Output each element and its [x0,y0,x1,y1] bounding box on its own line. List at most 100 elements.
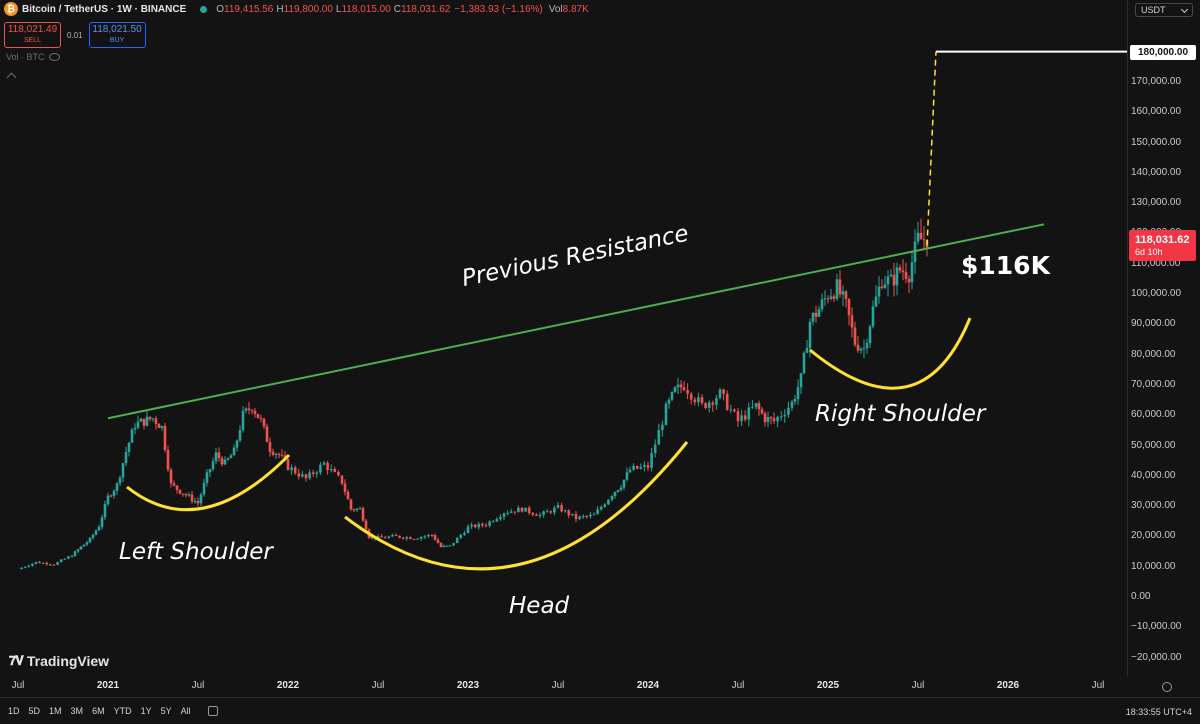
candle-body [823,298,827,300]
price-tick-label: 110,000.00 [1131,257,1181,269]
candle-body [383,537,387,539]
candle-body [610,496,614,500]
price-chart[interactable] [0,0,1127,676]
sell-button[interactable]: 118,021.49 SELL [4,22,61,48]
candle-body [139,418,143,422]
candle-body [829,296,833,299]
candle-body [599,506,603,510]
candle-body [416,538,419,540]
candle-body [121,463,125,478]
candle-body [169,469,173,484]
candle-body [103,504,107,518]
candle-body [76,549,80,552]
right-shoulder-arc [809,317,972,390]
price-tick-label: 60,000.00 [1131,409,1176,421]
candle-body [70,556,74,558]
candle-body [226,458,230,460]
candle-body [45,562,49,565]
symbol-title[interactable]: Bitcoin / TetherUS · 1W · BINANCE [22,3,187,15]
candle-body [524,507,527,512]
candle-body [361,508,365,521]
candle-body [358,508,362,510]
gear-icon[interactable] [1162,682,1172,692]
candle-body [151,418,155,420]
candle-body [751,407,754,409]
candle-body [56,562,59,565]
candle-body [585,516,589,518]
candle-body [567,510,571,516]
candle-body [743,415,747,420]
candle-body [578,516,581,520]
candle-body [322,462,326,465]
candle-body [802,352,806,374]
candle-body [38,561,41,564]
candle-body [616,490,620,492]
candle-body [346,491,350,500]
candle-body [667,399,671,404]
candle-body [423,536,427,538]
candle-body [193,501,197,503]
timeframe-6m-button[interactable]: 6M [92,706,105,716]
candle-body [181,493,185,495]
candle-body [747,407,751,420]
candle-body [817,309,821,317]
candle-body [199,494,203,504]
candle-body [766,417,770,423]
candle-body [722,389,725,394]
calendar-icon[interactable] [207,706,218,716]
timeframe-5y-button[interactable]: 5Y [160,706,172,716]
candle-body [97,526,101,531]
candle-body [455,537,459,544]
candle-body [463,532,466,535]
timeframe-all-button[interactable]: All [180,706,191,716]
annotation-right-shoulder: Right Shoulder [815,401,986,427]
candle-body [859,348,863,351]
buy-button[interactable]: 118,021.50 BUY [88,22,146,48]
candle-body [419,537,423,539]
candle-body [707,402,711,409]
price-axis-border [1127,0,1128,676]
timeframe-3m-button[interactable]: 3M [70,706,84,716]
candle-body [308,472,311,479]
annotation-level: $116K [961,251,1050,280]
candle-body [820,299,824,310]
candle-body [760,409,764,414]
candles-group [20,218,929,570]
time-tick-label: Jul [191,680,205,691]
candle-body [916,232,920,242]
candle-body [477,523,481,528]
current-price-tag: 118,031.62 6d 10h [1129,230,1196,261]
candle-body [91,534,95,538]
timeframe-1m-button[interactable]: 1M [49,706,62,716]
candle-body [865,343,869,349]
timeframe-1d-button[interactable]: 1D [8,706,20,716]
candle-body [910,262,914,283]
candle-body [319,464,322,473]
candle-body [67,556,70,559]
candle-body [673,387,677,392]
vol-value: 8.87K [562,3,589,15]
candle-body [148,416,152,420]
currency-select[interactable]: USDT [1135,3,1193,17]
current-price: 118,031.62 [1135,233,1190,246]
buy-label: BUY [109,37,125,44]
eye-icon[interactable] [48,53,60,61]
volume-indicator[interactable]: Vol · BTC [6,52,60,62]
candle-body [241,410,245,431]
timeframe-ytd-button[interactable]: YTD [113,706,132,716]
candle-body [679,384,683,388]
candle-body [337,471,340,476]
candle-body [315,472,319,474]
candle-body [740,415,743,422]
candle-body [545,511,549,513]
candle-body [796,387,800,399]
price-tick-label: 0.00 [1131,591,1151,602]
candle-body [898,267,902,271]
clock[interactable]: 18:33:55 UTC+4 [1125,707,1192,717]
candle-body [286,459,290,470]
candle-body [832,296,836,299]
candle-body [639,466,643,469]
timeframe-1y-button[interactable]: 1Y [140,706,152,716]
candle-body [343,483,347,492]
timeframe-5d-button[interactable]: 5D [28,706,41,716]
